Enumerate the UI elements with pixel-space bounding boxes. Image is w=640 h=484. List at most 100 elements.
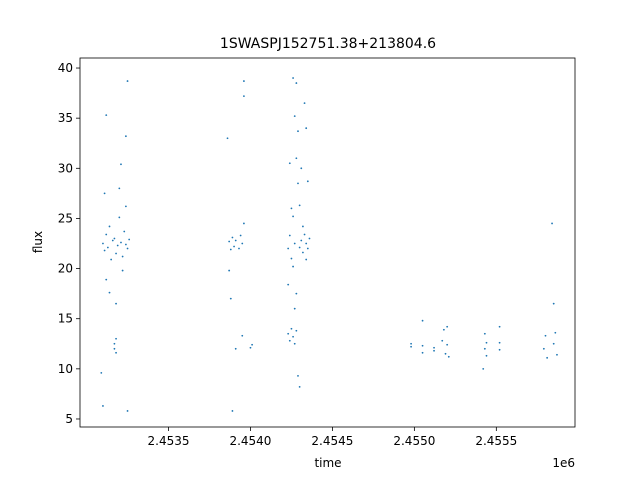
data-point bbox=[485, 354, 488, 357]
data-point bbox=[498, 325, 501, 328]
data-point bbox=[241, 242, 244, 245]
data-point bbox=[234, 239, 237, 242]
data-point bbox=[421, 319, 424, 322]
data-point bbox=[241, 334, 244, 337]
data-point bbox=[231, 410, 234, 412]
data-point bbox=[293, 342, 296, 345]
data-point bbox=[103, 192, 106, 195]
data-point bbox=[446, 343, 449, 346]
data-point bbox=[306, 180, 309, 183]
data-point bbox=[113, 237, 116, 240]
data-point bbox=[121, 269, 124, 272]
data-point bbox=[126, 247, 129, 250]
data-point bbox=[305, 127, 308, 130]
data-point bbox=[447, 355, 450, 358]
data-point bbox=[228, 240, 231, 243]
y-tick-label: 20 bbox=[58, 262, 73, 276]
data-point bbox=[111, 239, 114, 242]
data-point bbox=[295, 329, 298, 332]
data-point bbox=[485, 341, 488, 344]
data-point bbox=[233, 245, 235, 248]
data-point bbox=[433, 346, 435, 349]
y-axis-label: flux bbox=[31, 231, 45, 253]
data-point bbox=[410, 342, 412, 345]
data-point bbox=[115, 351, 117, 354]
data-point bbox=[103, 249, 106, 252]
data-point bbox=[288, 234, 291, 237]
data-point bbox=[102, 242, 104, 245]
data-point bbox=[118, 187, 121, 190]
data-point bbox=[106, 246, 109, 249]
data-point bbox=[552, 302, 555, 305]
data-point bbox=[120, 241, 122, 244]
data-point bbox=[482, 367, 485, 370]
data-point bbox=[542, 347, 545, 350]
data-point bbox=[305, 242, 308, 245]
data-point bbox=[228, 269, 231, 272]
data-point bbox=[300, 167, 303, 170]
y-tick-label: 30 bbox=[58, 161, 73, 175]
data-point bbox=[123, 230, 126, 233]
y-tick-label: 15 bbox=[58, 312, 73, 326]
x-tick-label: 2.4540 bbox=[229, 434, 271, 448]
data-point bbox=[298, 385, 301, 388]
y-tick-label: 5 bbox=[65, 412, 73, 426]
data-point bbox=[297, 130, 299, 133]
data-point bbox=[302, 251, 304, 254]
data-point bbox=[229, 297, 232, 300]
data-point bbox=[308, 237, 311, 240]
y-tick-label: 25 bbox=[58, 211, 73, 225]
data-point bbox=[105, 233, 108, 236]
data-point bbox=[556, 353, 558, 356]
data-point bbox=[305, 258, 308, 261]
data-point bbox=[295, 157, 298, 160]
data-point bbox=[120, 163, 122, 166]
data-point bbox=[287, 332, 290, 335]
y-tick-label: 40 bbox=[58, 61, 73, 75]
data-point bbox=[483, 332, 486, 335]
data-point bbox=[446, 325, 449, 328]
y-tick-label: 10 bbox=[58, 362, 73, 376]
data-point bbox=[290, 207, 293, 210]
data-point bbox=[290, 257, 293, 260]
data-point bbox=[293, 307, 296, 310]
x-axis-label: time bbox=[314, 456, 341, 470]
data-point bbox=[293, 115, 296, 118]
data-point bbox=[288, 162, 291, 165]
data-point bbox=[231, 236, 234, 239]
data-point bbox=[292, 77, 294, 79]
chart-title: 1SWASPJ152751.38+213804.6 bbox=[220, 36, 436, 52]
x-tick-label: 2.4555 bbox=[475, 434, 517, 448]
data-point bbox=[442, 328, 445, 331]
data-point bbox=[234, 347, 237, 350]
data-point bbox=[483, 347, 486, 350]
data-point bbox=[108, 291, 111, 294]
data-point bbox=[102, 405, 104, 407]
data-point bbox=[115, 337, 117, 340]
data-point bbox=[292, 335, 294, 338]
data-point bbox=[421, 344, 424, 347]
data-point bbox=[226, 137, 229, 140]
data-point bbox=[421, 351, 424, 354]
data-point bbox=[126, 80, 129, 82]
data-point bbox=[300, 239, 303, 242]
data-point bbox=[239, 234, 242, 237]
data-point bbox=[298, 204, 301, 207]
data-point bbox=[552, 342, 555, 345]
data-point bbox=[126, 410, 129, 412]
x-tick-label: 2.4545 bbox=[311, 434, 353, 448]
data-point bbox=[306, 247, 309, 250]
data-point bbox=[295, 82, 298, 84]
data-point bbox=[295, 292, 298, 295]
data-point bbox=[100, 371, 103, 374]
data-point bbox=[115, 252, 117, 255]
data-point bbox=[297, 182, 299, 185]
x-offset-label: 1e6 bbox=[552, 456, 575, 470]
data-point bbox=[498, 341, 501, 344]
data-point bbox=[298, 246, 301, 249]
data-point bbox=[297, 374, 299, 377]
data-point bbox=[303, 233, 306, 236]
data-point bbox=[251, 343, 254, 346]
